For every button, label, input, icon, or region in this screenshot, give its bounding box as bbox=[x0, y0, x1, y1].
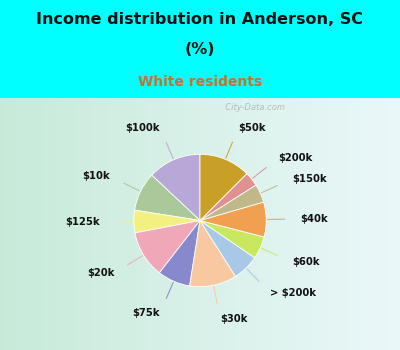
Text: $100k: $100k bbox=[126, 123, 160, 133]
Wedge shape bbox=[160, 220, 200, 286]
Text: $30k: $30k bbox=[220, 314, 248, 324]
Text: > $200k: > $200k bbox=[270, 288, 316, 298]
Text: $40k: $40k bbox=[301, 214, 328, 224]
Text: $60k: $60k bbox=[292, 257, 319, 267]
Wedge shape bbox=[134, 175, 200, 220]
Text: $125k: $125k bbox=[65, 217, 99, 227]
Wedge shape bbox=[200, 202, 266, 237]
Text: White residents: White residents bbox=[138, 75, 262, 89]
Wedge shape bbox=[200, 220, 264, 258]
Wedge shape bbox=[200, 154, 247, 220]
Wedge shape bbox=[152, 154, 200, 220]
Text: Income distribution in Anderson, SC: Income distribution in Anderson, SC bbox=[36, 12, 364, 27]
Wedge shape bbox=[200, 174, 256, 220]
Wedge shape bbox=[200, 220, 255, 276]
Text: City-Data.com: City-Data.com bbox=[220, 104, 285, 112]
Text: $150k: $150k bbox=[292, 174, 326, 184]
Text: $75k: $75k bbox=[132, 308, 160, 318]
Text: $10k: $10k bbox=[82, 171, 110, 181]
Wedge shape bbox=[134, 210, 200, 233]
Text: $50k: $50k bbox=[238, 122, 266, 133]
Wedge shape bbox=[190, 220, 236, 287]
Text: $20k: $20k bbox=[87, 268, 114, 278]
Text: (%): (%) bbox=[185, 42, 215, 56]
Wedge shape bbox=[135, 220, 200, 273]
Text: $200k: $200k bbox=[278, 153, 313, 162]
Wedge shape bbox=[200, 185, 264, 220]
